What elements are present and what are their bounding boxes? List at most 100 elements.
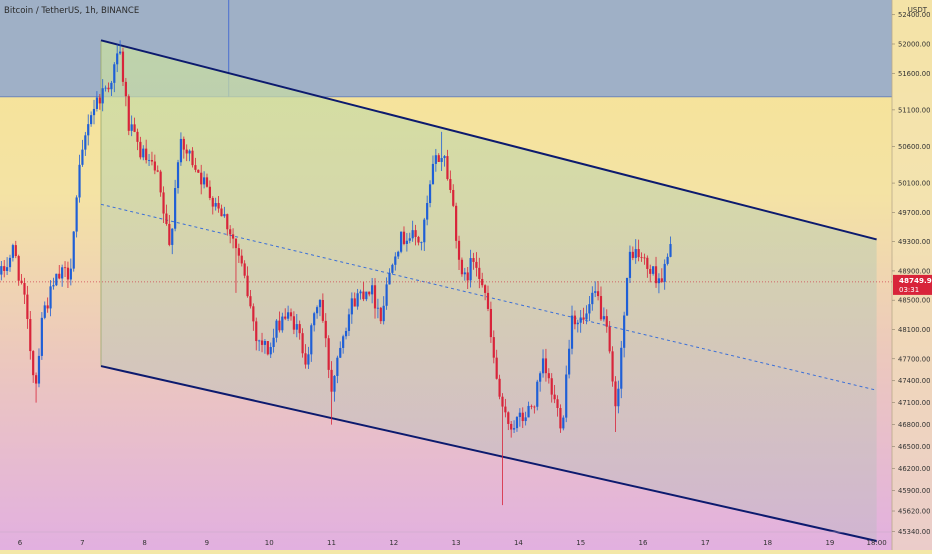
candle[interactable] xyxy=(275,319,278,343)
candle[interactable] xyxy=(321,293,324,323)
candle[interactable] xyxy=(489,301,492,343)
candle[interactable] xyxy=(104,85,107,92)
candle[interactable] xyxy=(330,361,333,425)
candle[interactable] xyxy=(226,213,229,236)
candle[interactable] xyxy=(515,416,519,432)
candle[interactable] xyxy=(182,136,185,159)
candle[interactable] xyxy=(315,305,319,319)
candle[interactable] xyxy=(617,380,620,414)
candle[interactable] xyxy=(90,111,93,127)
candle[interactable] xyxy=(40,312,43,360)
candle[interactable] xyxy=(599,286,603,322)
candle[interactable] xyxy=(246,266,249,298)
candle[interactable] xyxy=(550,373,553,403)
candle[interactable] xyxy=(113,62,116,93)
candle[interactable] xyxy=(266,340,269,356)
candle[interactable] xyxy=(145,139,148,164)
candle[interactable] xyxy=(295,313,298,338)
candle[interactable] xyxy=(55,273,58,287)
candle[interactable] xyxy=(652,266,655,276)
candle[interactable] xyxy=(17,254,20,286)
candle[interactable] xyxy=(657,273,661,294)
candle[interactable] xyxy=(289,308,293,321)
candle[interactable] xyxy=(23,277,26,305)
candle[interactable] xyxy=(411,220,414,242)
candle[interactable] xyxy=(46,297,49,313)
candle[interactable] xyxy=(431,155,435,185)
channel-lower-line[interactable] xyxy=(100,365,877,543)
candle[interactable] xyxy=(11,243,14,262)
candle[interactable] xyxy=(469,249,472,288)
candle[interactable] xyxy=(371,277,374,304)
candle[interactable] xyxy=(92,99,96,125)
candle[interactable] xyxy=(272,328,275,353)
candle[interactable] xyxy=(333,374,336,402)
candle[interactable] xyxy=(362,281,365,302)
candle[interactable] xyxy=(585,305,588,325)
candle[interactable] xyxy=(220,204,223,217)
candle[interactable] xyxy=(255,317,258,351)
candle[interactable] xyxy=(37,348,41,388)
candle[interactable] xyxy=(147,153,151,167)
candle[interactable] xyxy=(171,228,174,255)
candle[interactable] xyxy=(437,153,440,162)
candle[interactable] xyxy=(405,233,408,252)
candle[interactable] xyxy=(208,180,211,201)
candle[interactable] xyxy=(596,281,600,301)
candle[interactable] xyxy=(646,255,649,278)
candle[interactable] xyxy=(176,159,180,194)
candle[interactable] xyxy=(417,235,420,246)
candle[interactable] xyxy=(124,77,127,107)
candle[interactable] xyxy=(527,401,530,418)
candle[interactable] xyxy=(231,228,235,249)
candle[interactable] xyxy=(559,404,562,433)
candle[interactable] xyxy=(58,265,61,280)
candle[interactable] xyxy=(69,258,72,286)
candle[interactable] xyxy=(75,195,78,238)
candle[interactable] xyxy=(530,404,533,410)
candle[interactable] xyxy=(249,289,252,309)
candle[interactable] xyxy=(237,243,240,263)
candle[interactable] xyxy=(133,117,136,133)
candle[interactable] xyxy=(654,256,658,288)
candle[interactable] xyxy=(420,241,423,251)
candle[interactable] xyxy=(576,319,579,333)
candle[interactable] xyxy=(388,268,391,285)
candle[interactable] xyxy=(313,311,316,332)
candle[interactable] xyxy=(336,355,339,384)
candle[interactable] xyxy=(460,257,464,277)
candle[interactable] xyxy=(591,286,594,311)
candle[interactable] xyxy=(365,291,368,302)
candle[interactable] xyxy=(278,311,281,333)
candle[interactable] xyxy=(368,291,371,297)
candle[interactable] xyxy=(223,206,226,218)
candle[interactable] xyxy=(579,309,582,333)
candle[interactable] xyxy=(570,305,574,355)
candle[interactable] xyxy=(211,196,214,215)
candle[interactable] xyxy=(29,310,32,360)
candle[interactable] xyxy=(356,288,359,310)
candle[interactable] xyxy=(101,79,104,112)
candle[interactable] xyxy=(347,308,351,336)
candle[interactable] xyxy=(344,327,348,340)
candle[interactable] xyxy=(660,268,663,284)
candle[interactable] xyxy=(217,196,220,213)
candle[interactable] xyxy=(373,278,377,319)
candle[interactable] xyxy=(258,339,261,352)
candle[interactable] xyxy=(324,313,327,348)
candle[interactable] xyxy=(63,261,67,277)
candle[interactable] xyxy=(521,407,524,429)
candle[interactable] xyxy=(399,231,403,254)
candle[interactable] xyxy=(359,289,362,300)
candle[interactable] xyxy=(562,415,565,431)
candle[interactable] xyxy=(457,235,461,270)
candle[interactable] xyxy=(260,332,264,353)
candle[interactable] xyxy=(130,115,133,137)
candle[interactable] xyxy=(524,411,527,426)
candle[interactable] xyxy=(385,277,388,310)
candle[interactable] xyxy=(504,398,507,418)
candle[interactable] xyxy=(408,232,411,244)
candle[interactable] xyxy=(0,261,3,281)
candle[interactable] xyxy=(179,132,183,166)
candle[interactable] xyxy=(541,349,545,378)
